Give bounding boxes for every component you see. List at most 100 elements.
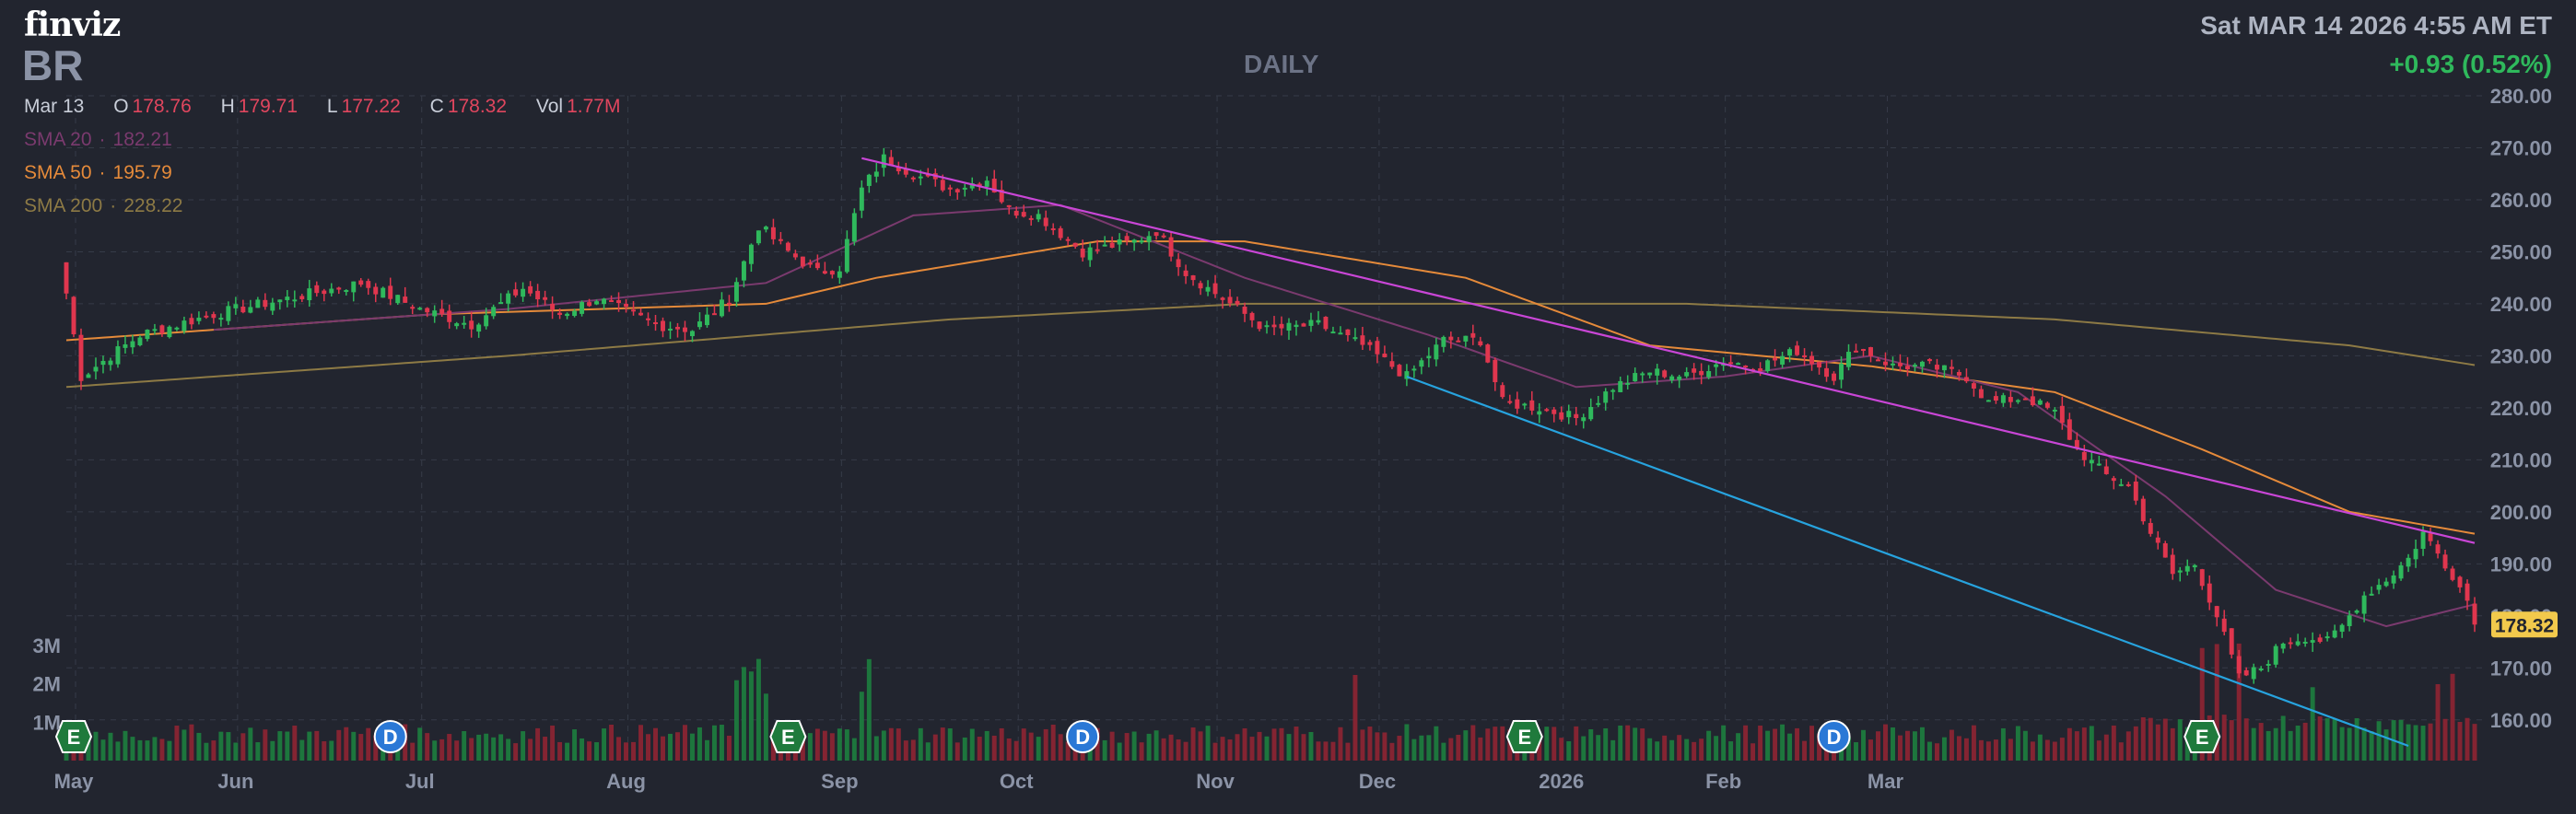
candle-body — [2044, 402, 2050, 408]
volume-bar — [86, 733, 91, 761]
volume-bar — [417, 727, 423, 761]
candle-body — [653, 322, 658, 325]
volume-bar — [631, 741, 636, 761]
volume-bar — [1610, 739, 1616, 761]
candle-body — [1227, 297, 1233, 304]
volume-bar — [2177, 719, 2183, 761]
candle-body — [1109, 242, 1115, 249]
volume-bar — [425, 733, 430, 761]
volume-bar — [748, 671, 754, 761]
candle-body — [1610, 390, 1616, 392]
volume-bar — [2428, 723, 2433, 761]
volume-bar — [299, 739, 305, 761]
candle-body — [1559, 412, 1564, 420]
trendlines[interactable] — [861, 157, 2476, 748]
indicator-sma20[interactable]: SMA 20 · 182.21 — [24, 129, 172, 150]
candle-body — [807, 262, 813, 265]
volume-bar — [432, 740, 438, 761]
volume-bar — [1257, 731, 1262, 761]
candle-body — [888, 157, 894, 167]
candle-body — [1971, 383, 1976, 390]
volume-bar — [2369, 731, 2374, 761]
candle-body — [683, 327, 687, 332]
volume-bar — [2236, 643, 2242, 761]
indicator-sma200[interactable]: SMA 200 · 228.22 — [24, 195, 183, 216]
dividend-badge[interactable]: D — [373, 720, 407, 753]
candle-body — [2081, 451, 2087, 460]
volume-bar — [1220, 737, 1225, 761]
timeframe-label[interactable]: DAILY — [1244, 50, 1319, 78]
candle-body — [991, 179, 997, 193]
candle-body — [918, 176, 923, 179]
dividend-badge[interactable]: D — [1817, 720, 1851, 753]
volume-bar — [484, 733, 489, 761]
volume-bar — [2383, 729, 2389, 761]
y-tick-label: 190.00 — [2490, 552, 2552, 576]
candle-body — [1500, 385, 1505, 398]
y-tick-label: 260.00 — [2490, 189, 2552, 212]
candle-body — [1139, 240, 1144, 243]
volume-bar — [1926, 741, 1932, 761]
dividend-icon — [1817, 720, 1851, 753]
candle-body — [2037, 400, 2043, 405]
volume-bar — [1551, 727, 1557, 761]
ohlc-readout: Mar 13 O 178.76 H 179.71 L 177.22 C 178.32 V… — [24, 96, 644, 118]
candle-body — [1028, 217, 1034, 220]
candle-body — [1883, 361, 1888, 366]
candle-body — [719, 299, 724, 317]
dividend-badge[interactable]: D — [1066, 720, 1100, 753]
volume-bar — [373, 735, 379, 761]
candle-body — [1021, 212, 1026, 217]
volume-bar — [1500, 726, 1505, 761]
candle-body — [1699, 370, 1704, 376]
candle-body — [1168, 237, 1174, 257]
ohlc-date: Mar 13 — [24, 96, 85, 117]
candle-body — [2332, 630, 2337, 638]
candle-body — [814, 262, 820, 269]
x-tick-label: Feb — [1705, 770, 1741, 793]
candle-body — [1404, 371, 1410, 379]
volume-bar — [1662, 735, 1668, 761]
candle-body — [733, 282, 739, 302]
earnings-badge[interactable]: E — [54, 720, 93, 753]
candle-body — [233, 304, 239, 308]
finviz-logo[interactable]: finviz — [24, 6, 121, 44]
candle-body — [1434, 344, 1439, 360]
volume-bar — [954, 742, 960, 761]
volume-bar — [1493, 727, 1498, 761]
earnings-badge[interactable]: E — [1505, 720, 1543, 753]
volume-bar — [2229, 720, 2234, 761]
candle-body — [925, 174, 931, 177]
volume-bar — [2170, 727, 2175, 761]
volume-bar — [218, 731, 224, 761]
indicator-sma50[interactable]: SMA 50 · 195.79 — [24, 162, 172, 183]
volume-bar — [2118, 742, 2124, 761]
candle-body — [726, 302, 732, 305]
candle-body — [896, 167, 901, 171]
volume-bar — [1205, 726, 1211, 761]
earnings-badge[interactable]: E — [769, 720, 807, 753]
close-label: C — [429, 96, 444, 117]
volume-bar — [137, 739, 143, 761]
candle-body — [954, 189, 960, 192]
candle-body — [410, 307, 416, 309]
candle-body — [2406, 557, 2411, 567]
candle-body — [778, 238, 783, 241]
y-tick-label: 200.00 — [2490, 501, 2552, 524]
candle-body — [1669, 376, 1675, 381]
candle-body — [910, 177, 916, 180]
earnings-icon — [2184, 720, 2221, 753]
volume-bar — [1647, 738, 1653, 761]
earnings-badge[interactable]: E — [2184, 720, 2221, 753]
volume-bar — [726, 735, 732, 761]
candle-body — [1043, 217, 1048, 227]
volume-bar — [2096, 740, 2102, 761]
candle-body — [1411, 368, 1417, 371]
volume-bar — [226, 732, 231, 761]
candle-body — [1360, 335, 1365, 345]
candle-body — [1891, 363, 1895, 366]
x-tick-label: May — [54, 770, 95, 793]
candle-body — [1117, 239, 1122, 245]
